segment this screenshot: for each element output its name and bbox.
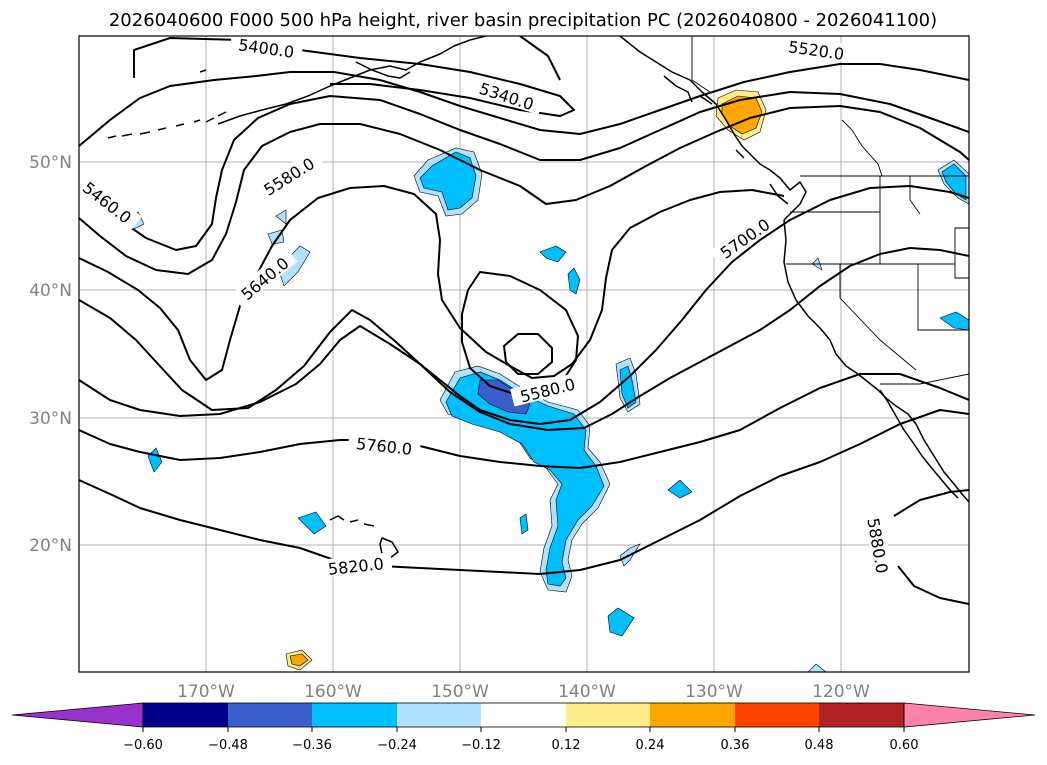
colorbar-bin-7 — [650, 703, 735, 727]
lon-labels: 170°W 160°W 150°W 140°W 130°W 120°W — [177, 682, 870, 702]
precip-patch-a — [539, 245, 567, 263]
colorbar-tick-7: 0.24 — [636, 738, 665, 753]
alaska-canada-border — [691, 36, 711, 93]
canada-provinces — [841, 119, 921, 215]
colorbar-bin-5 — [481, 703, 566, 727]
colorbar: −0.60 −0.48 −0.36 −0.24 −0.12 0.12 0.24 … — [11, 702, 1036, 753]
lon-label-160w: 160°W — [304, 682, 362, 702]
contour-5520 — [79, 105, 969, 275]
lat-labels: 50°N 40°N 30°N 20°N — [29, 153, 72, 556]
precip-positive-small — [289, 653, 309, 667]
coastlines — [107, 36, 969, 559]
colorbar-extend-high — [903, 702, 1036, 728]
lon-label-170w: 170°W — [177, 682, 235, 702]
colorbar-bin-4 — [397, 703, 481, 727]
colorbar-extend-low — [11, 702, 144, 728]
us-state-arizona — [917, 264, 969, 331]
precip-patch-p — [807, 663, 827, 672]
us-state-utah — [954, 227, 969, 279]
contour-5460-loop — [79, 91, 969, 251]
precip-patch-i — [519, 513, 529, 535]
colorbar-bin-2 — [228, 703, 312, 727]
precip-negative-blob-north-core — [419, 151, 477, 211]
lon-label-130w: 130°W — [685, 682, 743, 702]
precip-patch-l — [275, 209, 287, 225]
map-frame — [78, 35, 970, 673]
aleutian-islands — [107, 69, 227, 139]
us-mexico-border — [880, 373, 969, 385]
canada-islands — [663, 75, 789, 205]
lon-label-150w: 150°W — [431, 682, 489, 702]
us-state-nevada — [839, 264, 917, 371]
lat-label-20n: 20°N — [29, 536, 72, 556]
colorbar-frame — [142, 702, 905, 728]
colorbar-bin-3 — [312, 703, 397, 727]
alaska-peninsula-coast — [355, 61, 411, 79]
precip-patch-n-core — [941, 163, 967, 201]
colorbar-bin-9 — [819, 703, 904, 727]
colorbar-tick-4: −0.24 — [377, 738, 417, 753]
lat-label-30n: 30°N — [29, 409, 72, 429]
us-west-coast — [783, 219, 969, 503]
lon-label-120w: 120°W — [812, 682, 870, 702]
colorbar-tick-2: −0.48 — [208, 738, 248, 753]
colorbar-tick-9: 0.48 — [805, 738, 834, 753]
lat-label-50n: 50°N — [29, 153, 72, 173]
alaska-coast — [217, 36, 487, 125]
contour-5400 — [133, 37, 575, 117]
contour-5700 — [79, 247, 969, 431]
lon-label-140w: 140°W — [558, 682, 616, 702]
contour-5520-closed — [503, 333, 553, 375]
precip-patch-j — [277, 245, 311, 287]
contour-5880 — [893, 489, 969, 605]
precip-patch-b — [567, 267, 581, 295]
contour-5640 — [79, 185, 969, 425]
colorbar-tick-8: 0.36 — [721, 738, 750, 753]
colorbar-ticks — [142, 727, 905, 732]
colorbar-tick-1: −0.60 — [123, 738, 163, 753]
colorbar-bin-1 — [143, 703, 228, 727]
precip-patch-d — [667, 479, 693, 499]
gulf-alaska-coast — [619, 36, 807, 221]
colorbar-tick-3: −0.36 — [292, 738, 332, 753]
precip-patch-o — [939, 311, 969, 331]
precip-negative-band — [445, 371, 605, 587]
colorbar-bin-8 — [735, 703, 819, 727]
height-contours — [79, 36, 969, 605]
colorbar-tick-10: 0.60 — [890, 738, 919, 753]
hawaii-islands — [329, 515, 399, 559]
colorbar-bin-6 — [566, 703, 650, 727]
baja-california-coast — [879, 389, 959, 499]
map-background — [79, 36, 969, 672]
colorbar-tick-5: −0.12 — [461, 738, 501, 753]
contour-5820 — [79, 409, 969, 575]
contour-5340 — [519, 36, 561, 81]
precip-patch-g — [297, 511, 327, 535]
lat-label-40n: 40°N — [29, 281, 72, 301]
figure-title: 2026040600 F000 500 hPa height, river ba… — [109, 10, 937, 31]
precip-patch-c-core — [619, 365, 637, 409]
contour-5760 — [79, 373, 969, 469]
contour-5580-north — [79, 185, 785, 381]
colorbar-tick-6: 0.12 — [552, 738, 581, 753]
contour-5460 — [79, 63, 969, 147]
precip-patch-e — [607, 607, 635, 637]
map-panel: 5400.0 5340.0 5520.0 5460.0 5580.0 — [78, 35, 970, 673]
